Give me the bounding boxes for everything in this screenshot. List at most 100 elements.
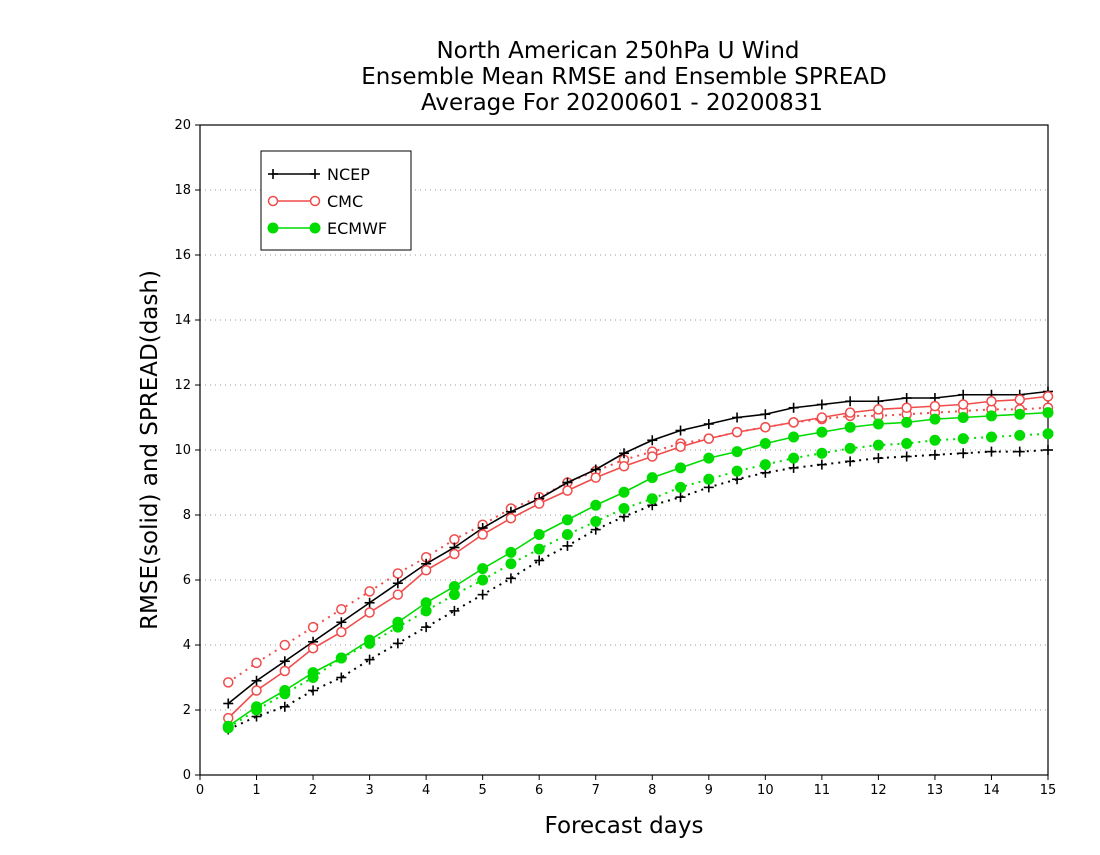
x-tick-label: 1 bbox=[252, 783, 260, 798]
data-point-cmc-rmse bbox=[929, 400, 941, 412]
series-line-ncep-spread bbox=[227, 449, 1049, 731]
data-point-ncep-spread bbox=[788, 462, 799, 473]
x-tick-label: 6 bbox=[535, 783, 543, 798]
data-point-cmc-rmse bbox=[844, 407, 856, 418]
data-point-ncep-spread bbox=[1014, 446, 1025, 457]
y-tick-label: 12 bbox=[174, 378, 191, 393]
chart-title-line-1: North American 250hPa U Wind bbox=[436, 38, 799, 64]
chart-title: North American 250hPa U Wind Ensemble Me… bbox=[361, 38, 886, 116]
series-line-ecmwf-rmse bbox=[227, 411, 1049, 727]
data-point-ncep-rmse bbox=[364, 597, 375, 608]
data-point-cmc-rmse bbox=[420, 565, 432, 576]
data-point-cmc-rmse bbox=[788, 417, 799, 428]
data-point-ecmwf-rmse bbox=[561, 514, 573, 526]
data-point-ecmwf-spread bbox=[533, 543, 545, 555]
data-point-cmc-spread bbox=[223, 677, 234, 688]
data-point-ncep-rmse bbox=[619, 448, 629, 459]
data-point-ncep-rmse bbox=[336, 617, 347, 628]
legend-box bbox=[260, 150, 412, 251]
data-point-ecmwf-rmse bbox=[872, 418, 884, 430]
data-point-cmc-rmse bbox=[590, 472, 601, 483]
data-point-ncep-spread bbox=[816, 459, 827, 470]
data-point-ecmwf-rmse bbox=[675, 462, 687, 474]
x-tick-label: 13 bbox=[927, 783, 944, 798]
x-tick-label: 2 bbox=[309, 783, 317, 798]
data-point-ncep-spread bbox=[505, 573, 516, 584]
data-point-ecmwf-rmse bbox=[477, 563, 489, 575]
series-line-cmc-rmse bbox=[227, 395, 1049, 719]
data-point-ecmwf-rmse bbox=[646, 472, 658, 484]
data-point-ncep-rmse bbox=[816, 399, 827, 410]
data-point-ncep-spread bbox=[1043, 445, 1053, 455]
data-point-ncep-rmse bbox=[958, 389, 969, 400]
x-tick-label: 7 bbox=[592, 783, 600, 798]
series-cmc-spread bbox=[223, 402, 1054, 688]
legend-label: NCEP bbox=[327, 165, 370, 184]
chart-title-line-3: Average For 20200601 - 20200831 bbox=[421, 90, 823, 116]
data-point-ecmwf-rmse bbox=[335, 652, 347, 664]
x-axis-title: Forecast days bbox=[545, 813, 704, 839]
data-point-ncep-rmse bbox=[675, 425, 686, 436]
data-point-cmc-rmse bbox=[477, 529, 488, 540]
data-point-cmc-spread bbox=[336, 604, 347, 615]
data-point-ecmwf-rmse bbox=[251, 701, 263, 713]
data-point-ecmwf-rmse bbox=[307, 667, 319, 679]
series-ncep-rmse bbox=[223, 386, 1053, 709]
legend-item-ecmwf: ECMWF bbox=[267, 219, 387, 238]
data-point-cmc-rmse bbox=[505, 513, 517, 524]
y-tick-label: 6 bbox=[183, 573, 191, 588]
legend-marker bbox=[267, 222, 279, 234]
x-tick-label: 10 bbox=[757, 783, 774, 798]
x-tick-label: 9 bbox=[705, 783, 713, 798]
legend-label: CMC bbox=[327, 192, 363, 211]
y-tick-label: 18 bbox=[174, 183, 191, 198]
data-point-ecmwf-spread bbox=[759, 459, 771, 471]
series-line-ecmwf-spread bbox=[227, 432, 1049, 729]
data-point-ecmwf-spread bbox=[844, 442, 856, 454]
data-point-cmc-rmse bbox=[816, 412, 828, 423]
data-point-ecmwf-rmse bbox=[759, 438, 771, 449]
data-point-ecmwf-rmse bbox=[703, 452, 715, 464]
data-point-ecmwf-spread bbox=[788, 452, 800, 464]
data-point-ecmwf-rmse bbox=[844, 421, 856, 433]
data-point-ecmwf-rmse bbox=[1042, 407, 1054, 419]
data-point-ncep-rmse bbox=[901, 393, 912, 403]
data-point-ecmwf-rmse bbox=[505, 546, 517, 558]
data-point-cmc-rmse bbox=[336, 626, 347, 638]
x-tick-label: 14 bbox=[983, 783, 1000, 798]
data-point-cmc-rmse bbox=[901, 402, 912, 413]
data-point-ncep-rmse bbox=[251, 675, 262, 686]
data-point-ncep-spread bbox=[449, 605, 460, 616]
data-point-ecmwf-rmse bbox=[222, 720, 234, 732]
series-cmc-rmse bbox=[223, 391, 1054, 724]
data-point-cmc-spread bbox=[364, 586, 375, 597]
data-point-cmc-rmse bbox=[562, 485, 573, 496]
series-layer bbox=[222, 386, 1054, 735]
data-point-ncep-rmse bbox=[279, 656, 290, 667]
data-point-ecmwf-rmse bbox=[957, 412, 969, 423]
data-point-ncep-rmse bbox=[788, 402, 799, 413]
data-point-ecmwf-rmse bbox=[731, 446, 743, 458]
data-point-ecmwf-spread bbox=[646, 493, 658, 505]
data-point-cmc-rmse bbox=[986, 396, 997, 407]
data-point-ecmwf-spread bbox=[1014, 429, 1026, 441]
data-point-ncep-rmse bbox=[223, 698, 234, 709]
data-point-ncep-spread bbox=[845, 456, 856, 467]
y-tick-label: 0 bbox=[183, 768, 191, 783]
chart-title-line-2: Ensemble Mean RMSE and Ensemble SPREAD bbox=[361, 64, 886, 90]
legend-marker bbox=[310, 169, 320, 179]
legend: NCEP CMC ECMWF bbox=[260, 150, 412, 251]
data-point-cmc-rmse bbox=[1042, 391, 1054, 402]
x-tick-label: 0 bbox=[196, 783, 204, 798]
y-tick-label: 14 bbox=[174, 313, 191, 328]
data-point-cmc-rmse bbox=[1014, 394, 1025, 405]
data-point-ecmwf-spread bbox=[505, 558, 517, 570]
data-point-cmc-spread bbox=[307, 621, 319, 633]
legend-label: ECMWF bbox=[327, 219, 387, 238]
data-point-cmc-rmse bbox=[392, 589, 404, 600]
data-point-ncep-rmse bbox=[703, 419, 714, 429]
data-point-ncep-spread bbox=[562, 540, 573, 551]
data-point-ecmwf-spread bbox=[477, 574, 489, 586]
